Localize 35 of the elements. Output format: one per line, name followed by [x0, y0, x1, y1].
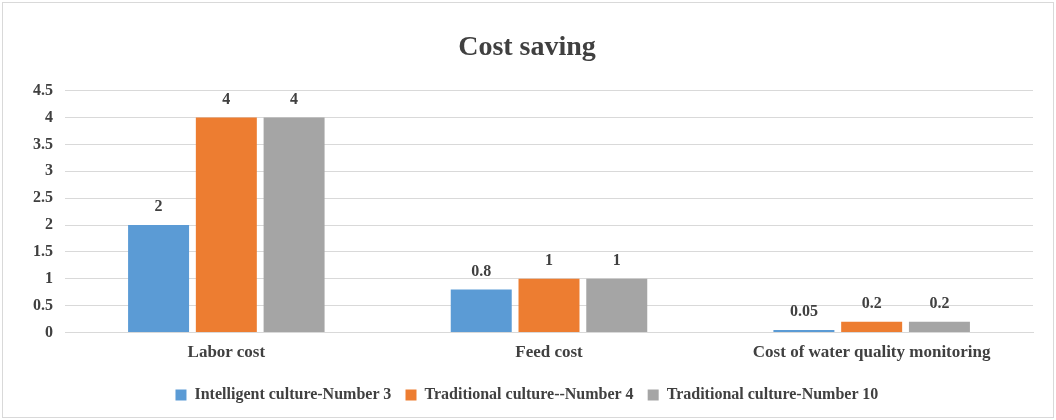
chart-title: Cost saving [458, 30, 596, 62]
data-label: 0.8 [471, 261, 492, 279]
y-tick-label: 0.5 [33, 295, 53, 313]
bar [518, 278, 580, 333]
bar [773, 329, 835, 333]
y-tick-label: 3.5 [33, 134, 53, 152]
y-tick-label: 3 [45, 161, 53, 179]
data-label: 2 [154, 197, 163, 215]
data-label: 1 [545, 250, 553, 268]
bar [128, 225, 190, 333]
y-tick-label: 4.5 [33, 80, 53, 98]
legend-label: Intelligent culture-Number 3 [194, 385, 392, 404]
x-tick-label: Labor cost [187, 342, 266, 362]
legend-label: Traditional culture--Number 4 [424, 385, 634, 403]
data-label: 1 [612, 250, 621, 268]
y-tick-label: 2 [45, 215, 53, 233]
y-tick-label: 2.5 [33, 188, 53, 206]
bar [841, 321, 903, 333]
y-tick-label: 4 [45, 107, 53, 125]
y-tick-label: 0 [45, 322, 53, 340]
data-label: 4 [290, 89, 299, 107]
bar [586, 278, 648, 333]
bar [195, 117, 257, 333]
data-label: 0.2 [861, 293, 882, 311]
x-tick-label: Cost of water quality monitoring [752, 342, 991, 362]
y-tick-label: 1.5 [33, 242, 53, 260]
bar [263, 117, 325, 333]
bar [908, 321, 970, 333]
data-label: 4 [222, 89, 231, 107]
data-label: 0.05 [789, 302, 818, 320]
legend-label: Traditional culture-Number 10 [666, 385, 879, 403]
bar [450, 289, 512, 333]
y-tick-label: 1 [45, 268, 53, 286]
x-tick-label: Feed cost [515, 342, 584, 362]
data-label: 0.2 [929, 293, 950, 311]
